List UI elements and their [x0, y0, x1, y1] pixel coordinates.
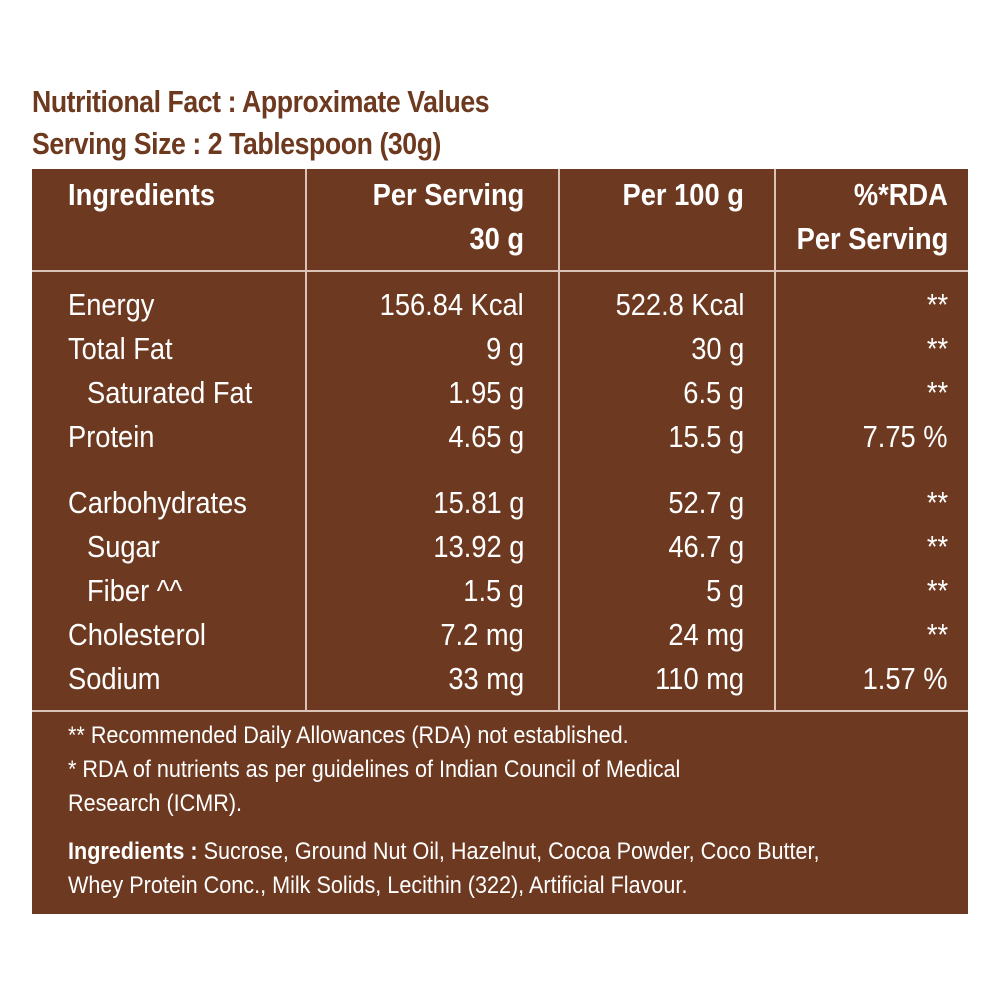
per-100g-value: 6.5 g — [683, 375, 744, 410]
rda-value: 7.75 % — [863, 419, 948, 454]
header-per-100g: Per 100 g — [622, 177, 744, 212]
per-serving-value: 33 mg — [448, 661, 524, 696]
column-divider — [774, 169, 776, 710]
nutrient-name: Total Fat — [68, 331, 173, 366]
nutrient-name: Energy — [68, 287, 155, 322]
rda-value: 1.57 % — [863, 661, 948, 696]
nutrient-name: Sodium — [68, 661, 161, 696]
footnote-rda-not-established: ** Recommended Daily Allowances (RDA) no… — [68, 722, 629, 749]
footnote-rda-source-cont: Research (ICMR). — [68, 790, 243, 817]
ingredients-list: Ingredients : Sucrose, Ground Nut Oil, H… — [68, 835, 820, 869]
nutrition-table: Ingredients Per Serving 30 g Per 100 g %… — [32, 169, 968, 914]
ingredients-list-cont: Whey Protein Conc., Milk Solids, Lecithi… — [68, 872, 688, 899]
ingredients-text: Sucrose, Ground Nut Oil, Hazelnut, Cocoa… — [203, 838, 820, 865]
rda-value: ** — [926, 287, 948, 322]
per-100g-value: 522.8 Kcal — [615, 287, 744, 322]
nutrient-name: Fiber ^^ — [87, 573, 183, 608]
nutrient-name: Protein — [68, 419, 155, 454]
per-100g-value: 110 mg — [655, 661, 744, 696]
per-serving-value: 1.5 g — [463, 573, 524, 608]
per-serving-value: 1.95 g — [448, 375, 524, 410]
per-100g-value: 15.5 g — [668, 419, 744, 454]
per-100g-value: 5 g — [706, 573, 744, 608]
rda-value: ** — [926, 573, 948, 608]
per-serving-value: 156.84 Kcal — [379, 287, 524, 322]
header-rda: %*RDA — [854, 177, 948, 212]
per-serving-value: 13.92 g — [432, 529, 524, 564]
per-serving-value: 7.2 mg — [440, 617, 524, 652]
page-title: Nutritional Fact : Approximate Values — [32, 84, 490, 119]
header-per-serving-unit: 30 g — [469, 221, 524, 256]
rda-value: ** — [926, 617, 948, 652]
nutrient-name: Carbohydrates — [68, 485, 247, 520]
rda-value: ** — [926, 529, 948, 564]
column-divider — [558, 169, 560, 710]
header-ingredients: Ingredients — [68, 177, 216, 212]
per-serving-value: 15.81 g — [432, 485, 524, 520]
per-100g-value: 24 mg — [668, 617, 744, 652]
per-100g-value: 46.7 g — [668, 529, 744, 564]
rda-value: ** — [926, 485, 948, 520]
footer-divider — [32, 710, 968, 712]
rda-value: ** — [926, 331, 948, 366]
rda-value: ** — [926, 375, 948, 410]
footnote-rda-source: * RDA of nutrients as per guidelines of … — [68, 756, 681, 783]
header-rda-per-serving: Per Serving — [796, 221, 948, 256]
per-100g-value: 30 g — [690, 331, 744, 366]
header-per-serving: Per Serving — [372, 177, 524, 212]
ingredients-label: Ingredients : — [68, 838, 198, 865]
nutrient-name: Cholesterol — [68, 617, 206, 652]
column-divider — [305, 169, 307, 710]
nutrient-name: Sugar — [87, 529, 160, 564]
serving-size: Serving Size : 2 Tablespoon (30g) — [32, 126, 442, 161]
per-serving-value: 9 g — [486, 331, 524, 366]
per-serving-value: 4.65 g — [448, 419, 524, 454]
header-divider — [32, 270, 968, 272]
nutrient-name: Saturated Fat — [87, 375, 253, 410]
per-100g-value: 52.7 g — [668, 485, 744, 520]
